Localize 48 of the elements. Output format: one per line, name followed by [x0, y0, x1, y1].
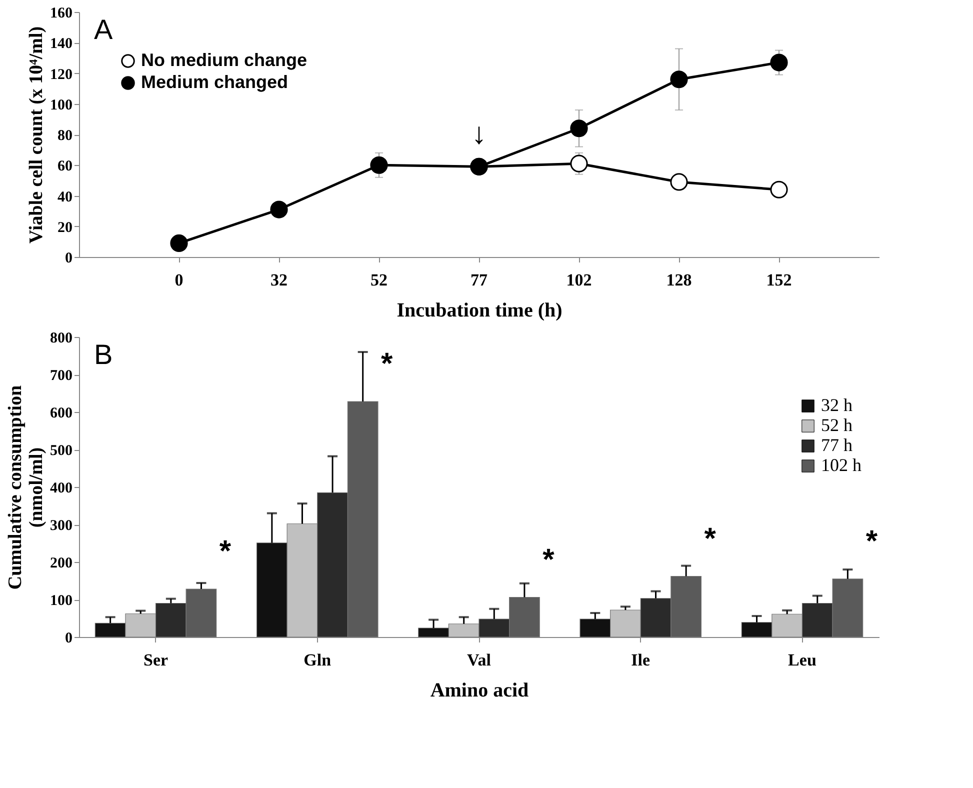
y-tick-label: 80 [58, 128, 72, 144]
y-tick-label: 700 [50, 368, 72, 384]
y-tick-label: 400 [50, 480, 72, 496]
data-label: * [380, 348, 393, 380]
data-label: * [704, 522, 716, 556]
y-tick-label: 200 [50, 556, 72, 572]
y-tick-label: 20 [58, 220, 72, 236]
y-tick-label: 40 [58, 189, 72, 206]
legend-label: 102 h [821, 455, 862, 475]
data-label: * [542, 543, 555, 576]
x-tick-label: 32 [270, 270, 288, 290]
x-tick-label: Val [467, 650, 492, 670]
y-axis-title: Viable cell count (x 10⁴/ml) [26, 26, 47, 244]
data-label: * [866, 524, 878, 558]
y-tick-label: 500 [50, 443, 72, 459]
legend-label: 77 h [821, 435, 852, 455]
y-tick-label: 800 [50, 330, 72, 346]
x-axis-title: Amino acid [430, 680, 529, 702]
y-tick-label: 600 [50, 406, 72, 422]
x-tick-label: Ser [143, 650, 168, 670]
y-tick-label: 100 [50, 97, 72, 114]
annotation: B [94, 339, 113, 370]
y-tick-label: 0 [65, 630, 72, 646]
y-axis-title: Cumulative consumption (nmol/ml) [5, 384, 47, 590]
y-tick-label: 160 [50, 6, 72, 22]
x-tick-label: 77 [470, 270, 488, 290]
x-tick-label: 152 [766, 270, 792, 290]
legend-label: 32 h [821, 395, 852, 415]
legend-label: Medium changed [141, 72, 288, 92]
annotation: A [94, 14, 113, 45]
data-label: * [219, 535, 232, 568]
y-tick-label: 60 [58, 158, 72, 175]
x-tick-label: 102 [566, 270, 592, 290]
y-tick-label: 300 [50, 518, 72, 534]
x-tick-label: Leu [788, 650, 816, 670]
x-tick-label: 0 [174, 270, 184, 290]
y-tick-label: 120 [50, 66, 72, 83]
legend-label: No medium change [141, 50, 308, 70]
x-tick-label: 128 [666, 270, 692, 290]
y-tick-label: 0 [65, 250, 72, 266]
x-tick-label: Ile [631, 650, 651, 670]
x-tick-label: Gln [304, 650, 332, 670]
legend-label: 52 h [821, 415, 852, 435]
y-tick-label: 140 [50, 36, 72, 52]
x-axis-title: Incubation time (h) [396, 300, 562, 322]
y-tick-label: 100 [50, 593, 72, 609]
data-label: ↓ [472, 118, 486, 151]
x-tick-label: 52 [370, 270, 388, 290]
